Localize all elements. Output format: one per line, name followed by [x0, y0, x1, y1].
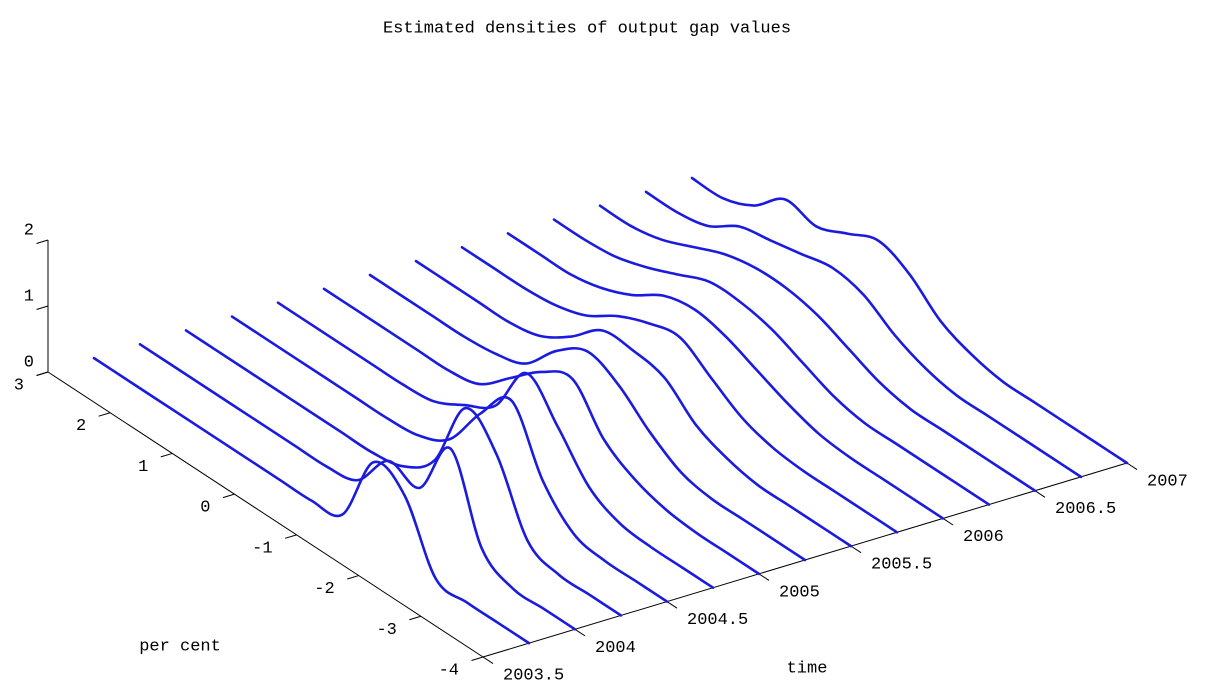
x-tick — [850, 545, 862, 554]
x-tick — [666, 601, 678, 609]
x-tick — [482, 656, 494, 664]
z-tick-label: 1 — [24, 287, 34, 306]
y-tick-label: -4 — [439, 661, 459, 680]
density-curve — [230, 315, 669, 603]
density-curve — [552, 218, 991, 506]
y-tick-label: -1 — [252, 539, 272, 558]
y-tick-label: -3 — [376, 621, 396, 640]
x-tick — [574, 628, 586, 637]
y-axis-label: per cent — [139, 637, 221, 656]
y-tick — [471, 656, 484, 661]
z-tick-label: 0 — [24, 353, 34, 372]
y-tick-label: 2 — [76, 417, 86, 436]
density-curve — [460, 245, 899, 534]
density-curve — [644, 190, 1083, 479]
density-curve — [598, 204, 1037, 493]
y-tick — [347, 575, 359, 580]
density-curve — [276, 301, 715, 590]
chart-title: Estimated densities of output gap values — [383, 19, 791, 38]
density-curve — [92, 356, 531, 645]
x-tick — [1126, 462, 1138, 470]
y-tick — [98, 412, 111, 417]
density-curve — [506, 232, 945, 520]
x-tick-label: 2006 — [963, 528, 1004, 547]
x-tick-label: 2005 — [779, 583, 820, 602]
x-tick-label: 2005.5 — [871, 556, 932, 575]
density-curve — [414, 259, 853, 548]
x-tick — [758, 573, 770, 581]
x-axis-label: time — [787, 659, 828, 678]
x-tick-label: 2004.5 — [687, 611, 748, 630]
x-tick — [942, 518, 954, 526]
x-tick-label: 2003.5 — [503, 666, 564, 682]
y-tick — [222, 493, 235, 499]
density-curve — [368, 273, 807, 562]
x-tick-label: 2006.5 — [1055, 500, 1116, 519]
y-tick — [409, 615, 422, 621]
y-tick-label: 1 — [138, 458, 148, 477]
y-axis-line — [47, 371, 484, 658]
y-tick-label: 3 — [14, 376, 24, 395]
z-tick — [36, 239, 49, 244]
z-tick — [36, 371, 49, 376]
density-curve — [322, 287, 761, 576]
y-tick-label: -2 — [314, 580, 334, 599]
x-tick-label: 2004 — [595, 639, 636, 658]
x-tick — [1034, 490, 1046, 498]
density-curve — [184, 329, 623, 617]
y-tick — [284, 534, 297, 539]
z-tick — [36, 305, 49, 310]
y-tick-label: 0 — [200, 499, 210, 518]
density-curve — [690, 176, 1129, 465]
z-tick-label: 2 — [24, 221, 34, 240]
y-tick — [160, 452, 173, 458]
x-tick-label: 2007 — [1147, 472, 1188, 491]
